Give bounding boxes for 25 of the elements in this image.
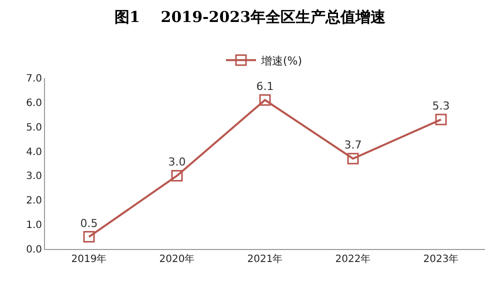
point bbox=[259, 94, 271, 106]
data-label: 3.7 bbox=[344, 138, 362, 152]
data-label: 0.5 bbox=[80, 216, 98, 230]
y-tick-label: 5.0 bbox=[26, 122, 42, 134]
x-tick-label: 2023年 bbox=[423, 253, 459, 265]
chart-title: 图1 2019-2023年全区生产总值增速 bbox=[114, 8, 387, 26]
data-label: 3.0 bbox=[168, 156, 186, 169]
x-tick-label: 2020年 bbox=[159, 253, 195, 265]
data-label: 5.3 bbox=[432, 100, 450, 113]
point bbox=[171, 170, 183, 182]
legend-label: 增速(%) bbox=[260, 54, 302, 68]
y-tick-label: 4.0 bbox=[26, 146, 42, 158]
y-tick-label: 7.0 bbox=[26, 74, 42, 84]
y-tick-label: 6.0 bbox=[26, 98, 42, 109]
y-tick-label: 0.0 bbox=[26, 244, 42, 256]
point bbox=[435, 114, 447, 126]
y-tick-label: 2.0 bbox=[26, 196, 42, 207]
point bbox=[83, 231, 95, 243]
x-tick-label: 2021年 bbox=[247, 253, 283, 265]
y-tick-label: 3.0 bbox=[26, 171, 42, 182]
x-tick-label: 2019年 bbox=[71, 253, 107, 265]
data-label: 6.1 bbox=[256, 80, 274, 93]
point bbox=[347, 152, 359, 164]
x-tick-label: 2022年 bbox=[335, 253, 371, 265]
y-tick-label: 1.0 bbox=[26, 220, 42, 232]
